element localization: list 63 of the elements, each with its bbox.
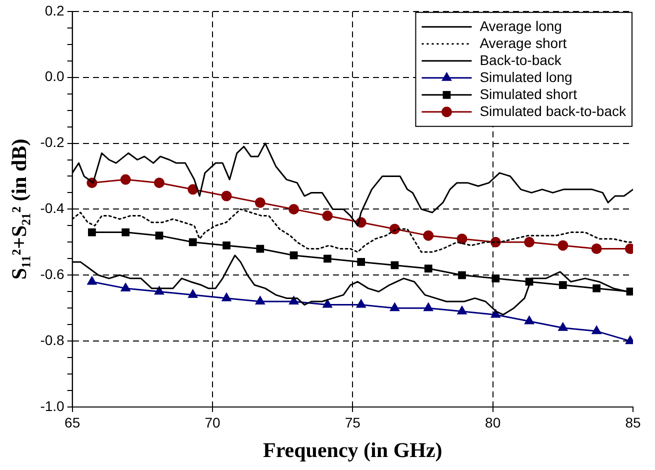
point [188,184,198,195]
point [490,309,500,318]
point [423,230,434,241]
point [188,290,198,298]
point [256,296,265,305]
point [87,276,97,285]
y-tick-label: -1.0 [40,398,65,414]
y-tick-label: -0.6 [40,266,65,282]
y-tick-label: 0.2 [44,2,65,18]
point [592,326,602,334]
point [591,244,602,254]
point [390,261,399,270]
x-tick-label: 80 [485,414,501,430]
point [356,300,366,308]
legend-label: Simulated long [480,68,572,85]
point [254,197,266,208]
point [290,251,298,260]
point [457,306,467,314]
point [558,240,568,251]
point [558,322,568,331]
y-tick-label: -0.8 [40,332,65,348]
point [322,300,332,308]
point [524,236,535,248]
x-tick-label: 85 [625,414,641,430]
point [288,204,300,214]
point [122,228,130,236]
point [357,258,366,266]
point [592,284,600,292]
y-tick-label: -0.4 [40,200,65,216]
x-axis-title: Frequency (in GHz) [263,438,442,462]
point [289,296,298,305]
legend-label: Back-to-back [480,52,562,68]
point [155,232,164,240]
legend-label: Average short [480,34,567,51]
point [154,286,164,295]
point [154,178,164,188]
point [456,234,468,244]
legend-label: Simulated back-to-back [480,102,627,119]
point [188,238,197,246]
y-tick-label: 0.0 [44,68,65,84]
point [120,283,130,292]
point [322,210,333,222]
point [424,302,433,312]
point [324,254,332,263]
point [222,242,230,250]
point [458,271,466,280]
y-axis-title: S₁₁²+S₂₁² (in dB) [7,138,32,280]
point [424,264,432,272]
legend-label: Average long [480,18,562,34]
point [524,316,534,324]
y-tick-label: -0.2 [40,134,65,150]
legend-label: Simulated short [480,86,578,102]
x-tick-label: 75 [344,414,361,430]
point [558,281,567,289]
point [88,228,96,236]
point [221,190,232,202]
point [222,292,232,302]
point [390,302,400,312]
x-tick-label: 65 [64,414,80,430]
x-tick-label: 70 [204,414,220,430]
point [120,174,131,185]
point [256,244,264,253]
point [492,274,500,282]
